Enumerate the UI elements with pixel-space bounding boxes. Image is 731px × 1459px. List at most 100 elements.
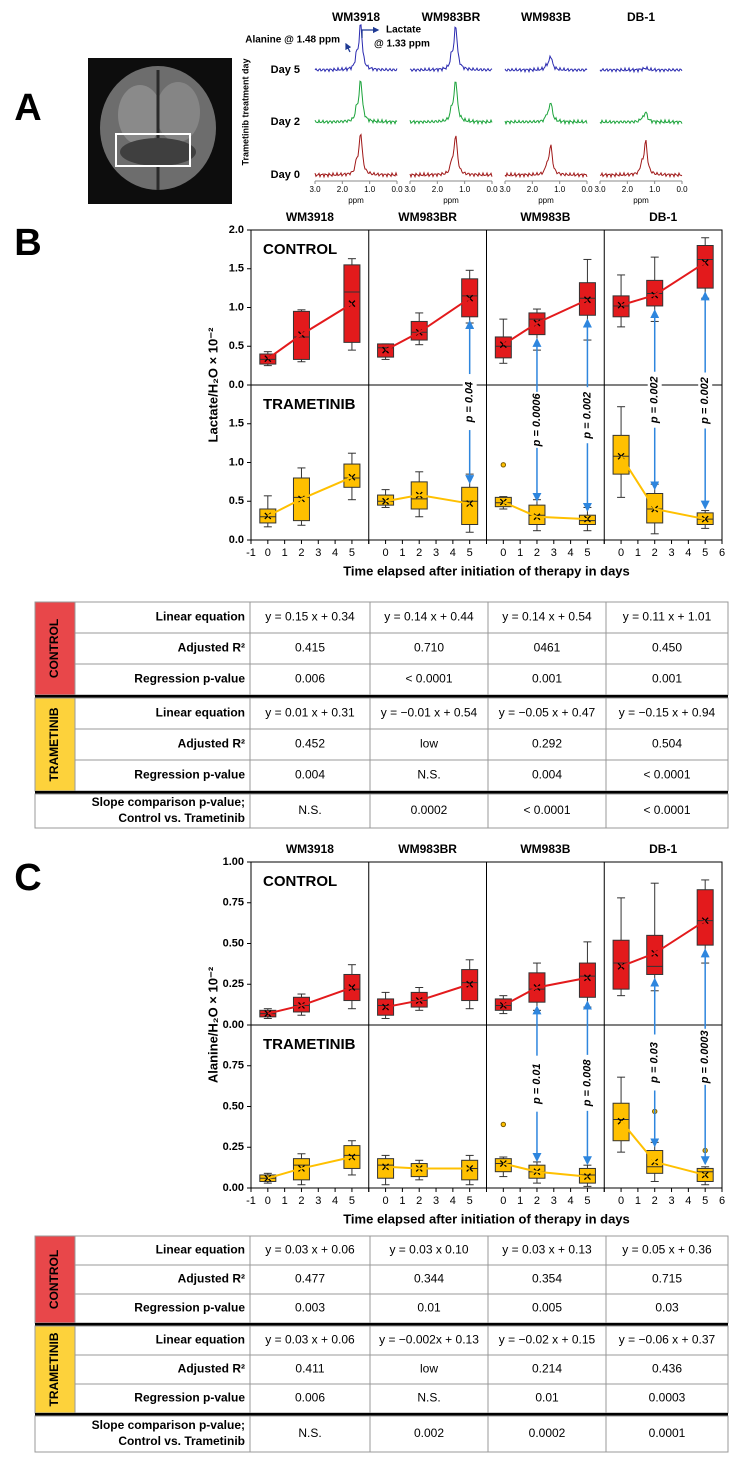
x-tick-label: 2 (652, 1195, 658, 1207)
spectrum (505, 103, 587, 123)
table-cell: low (420, 737, 438, 751)
y-tick-label: 1.5 (229, 418, 244, 430)
y-tick-label: 0.00 (223, 1182, 244, 1194)
table-cell: N.S. (298, 803, 321, 817)
y-tick-label: 0.50 (223, 1100, 244, 1112)
y-tick-label: 0.25 (223, 978, 244, 990)
row-label: Regression p-value (134, 1301, 245, 1315)
x-tick-label: 1.0 (459, 185, 471, 194)
x-tick-label: 3 (315, 1195, 321, 1207)
table-cell: 0.504 (652, 737, 682, 751)
box (411, 1164, 427, 1177)
p-value: p = 0.002 (699, 377, 711, 425)
x-tick-label: 3.0 (499, 185, 511, 194)
series-label: CONTROL (263, 873, 337, 890)
box (378, 1159, 394, 1179)
row-label: Regression p-value (134, 1391, 245, 1405)
y-tick-label: 1.5 (229, 263, 244, 275)
table-cell: y = −0.15 x + 0.94 (619, 706, 716, 720)
table-cell: 0.006 (295, 672, 325, 686)
x-tick-label: 2 (298, 1195, 304, 1207)
table-cell: 0.01 (535, 1391, 559, 1405)
x-tick-label: 3 (433, 547, 439, 559)
x-tick-label: 2.0 (337, 185, 349, 194)
x-tick-label: 0 (618, 547, 624, 559)
group-title: WM983BR (398, 842, 457, 856)
table-cell: 0.477 (295, 1272, 325, 1286)
x-tick-label: 4 (568, 1195, 574, 1207)
x-tick-label: 2 (416, 547, 422, 559)
row-label: Day 5 (271, 64, 300, 76)
group-title: WM983B (520, 842, 570, 856)
x-tick-label: 2.0 (622, 185, 634, 194)
spectrum (600, 67, 682, 72)
p-value: p = 0.01 (531, 1063, 543, 1105)
x-tick-label: 2.0 (432, 185, 444, 194)
table-cell: y = 0.15 x + 0.34 (265, 610, 355, 624)
row-label: Slope comparison p-value; (92, 795, 245, 809)
table-row (75, 1355, 728, 1384)
p-value: p = 0.0006 (531, 393, 543, 448)
y-tick-label: 0.25 (223, 1141, 244, 1153)
table-cell: y = −0.002x + 0.13 (379, 1333, 479, 1347)
series-label: TRAMETINIB (263, 1036, 356, 1053)
x-tick-label: 4 (332, 1195, 338, 1207)
x-tick-label: 1 (517, 1195, 523, 1207)
table-cell: y = 0.14 x + 0.54 (502, 610, 592, 624)
y-tick-label: 0.0 (229, 534, 244, 546)
axis-label: Trametinib treatment day (240, 58, 250, 165)
row-label: Slope comparison p-value; (92, 1418, 245, 1432)
p-value: p = 0.002 (649, 376, 661, 424)
box (697, 890, 713, 945)
section-label: TRAMETINIB (47, 1332, 61, 1406)
section-label: TRAMETINIB (47, 707, 61, 781)
p-value: p = 0.04 (464, 382, 476, 424)
axis-label: ppm (443, 196, 459, 205)
x-tick-label: 5 (702, 1195, 708, 1207)
table-cell: 0.005 (532, 1301, 562, 1315)
box (462, 487, 478, 524)
row-label: Control vs. Trametinib (118, 811, 245, 825)
box (462, 1160, 478, 1180)
box (613, 435, 629, 474)
x-tick-label: 4 (685, 1195, 691, 1207)
section-label: CONTROL (47, 619, 61, 678)
group-title: WM3918 (286, 842, 334, 856)
x-tick-label: 0 (618, 1195, 624, 1207)
x-tick-label: 3 (315, 547, 321, 559)
table-cell: < 0.0001 (405, 672, 452, 686)
table-cell: 0.01 (417, 1301, 441, 1315)
table-cell: 0.004 (532, 768, 562, 782)
row-label: Adjusted R² (178, 641, 245, 655)
row-label: Linear equation (156, 1243, 245, 1257)
outlier (501, 463, 505, 467)
spectrum (600, 140, 682, 177)
y-tick-label: 1.0 (229, 456, 244, 468)
table-cell: 0.002 (414, 1426, 444, 1440)
table-cell: 0.001 (652, 672, 682, 686)
x-tick-label: 3 (668, 1195, 674, 1207)
x-tick-label: 0.0 (486, 185, 498, 194)
x-tick-label: 2 (298, 547, 304, 559)
x-tick-label: 2 (416, 1195, 422, 1207)
table-cell: 0.450 (652, 641, 682, 655)
table-cell: 0.344 (414, 1272, 444, 1286)
table-cell: y = −0.06 x + 0.37 (619, 1333, 716, 1347)
annotation: Alanine @ 1.48 ppm (245, 35, 340, 46)
column-title: WM983BR (422, 10, 481, 24)
table-cell: < 0.0001 (643, 803, 690, 817)
annotation: Lactate (386, 25, 421, 36)
table-cell: 0.292 (532, 737, 562, 751)
y-tick-label: 0.5 (229, 495, 244, 507)
table-cell: y = −0.02 x + 0.15 (499, 1333, 596, 1347)
row-label: Linear equation (156, 706, 245, 720)
spectrum (315, 135, 397, 177)
table-row (75, 729, 728, 760)
table-row (75, 633, 728, 664)
x-tick-label: 3.0 (309, 185, 321, 194)
y-tick-label: 0.00 (223, 1019, 244, 1031)
table-cell: 0.715 (652, 1272, 682, 1286)
series-label: CONTROL (263, 241, 337, 258)
table-cell: 0.452 (295, 737, 325, 751)
table-cell: y = 0.03 x 0.10 (389, 1243, 468, 1257)
